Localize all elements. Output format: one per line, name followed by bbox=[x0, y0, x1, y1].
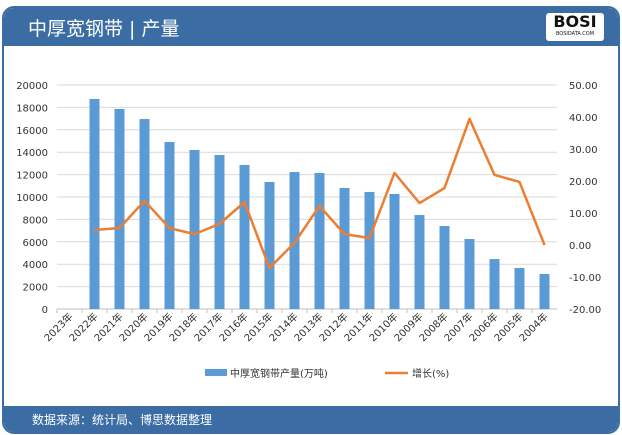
legend-bar-label: 中厚宽钢带产量(万吨) bbox=[230, 367, 328, 380]
bar bbox=[214, 155, 225, 309]
bar bbox=[139, 119, 150, 309]
bosi-logo: BOSI BOSIDATA.COM bbox=[546, 13, 604, 41]
bar bbox=[364, 191, 375, 309]
bar bbox=[164, 142, 175, 309]
right-tick-label: 20.00 bbox=[569, 177, 598, 188]
footer: 数据来源：统计局、博思数据整理 bbox=[4, 406, 618, 432]
left-tick-label: 20000 bbox=[16, 81, 48, 92]
bar bbox=[114, 108, 125, 309]
bar bbox=[539, 274, 550, 309]
left-tick-label: 18000 bbox=[16, 103, 48, 114]
chart-frame: 中厚宽钢带 | 产量 BOSI BOSIDATA.COM 数据来源：统计局、博思数… bbox=[2, 6, 620, 434]
right-tick-label: -20.00 bbox=[569, 305, 601, 316]
left-tick-label: 4000 bbox=[23, 260, 48, 271]
right-tick-label: 50.00 bbox=[569, 81, 598, 92]
bar bbox=[514, 268, 525, 309]
legend-bar-swatch bbox=[205, 369, 227, 376]
logo-subtext: BOSIDATA.COM bbox=[555, 31, 595, 37]
bar bbox=[289, 172, 300, 309]
left-tick-label: 6000 bbox=[23, 238, 48, 249]
data-source: 数据来源：统计局、博思数据整理 bbox=[32, 413, 213, 427]
bar bbox=[339, 188, 350, 309]
left-tick-label: 2000 bbox=[23, 283, 48, 294]
left-tick-label: 14000 bbox=[16, 148, 48, 159]
left-tick-label: 0 bbox=[42, 305, 48, 316]
header: 中厚宽钢带 | 产量 BOSI BOSIDATA.COM bbox=[4, 8, 618, 46]
right-tick-label: 0.00 bbox=[569, 241, 591, 252]
left-tick-label: 12000 bbox=[16, 171, 48, 182]
bar bbox=[439, 226, 450, 309]
right-tick-label: 10.00 bbox=[569, 209, 598, 220]
bar bbox=[489, 259, 500, 309]
right-tick-label: 40.00 bbox=[569, 113, 598, 124]
bar bbox=[414, 215, 425, 309]
bar bbox=[189, 149, 200, 309]
bar bbox=[389, 193, 400, 309]
right-tick-label: 30.00 bbox=[569, 145, 598, 156]
chart-title: 中厚宽钢带 | 产量 bbox=[28, 18, 180, 40]
bar bbox=[264, 181, 275, 309]
right-tick-label: -10.00 bbox=[569, 273, 601, 284]
left-tick-label: 10000 bbox=[16, 193, 48, 204]
bar bbox=[314, 173, 325, 309]
bar bbox=[89, 99, 100, 309]
left-tick-label: 16000 bbox=[16, 126, 48, 137]
bar bbox=[239, 164, 250, 309]
bar bbox=[464, 239, 475, 309]
logo-text: BOSI bbox=[553, 12, 597, 31]
legend-line-label: 增长(%) bbox=[412, 367, 449, 380]
left-tick-label: 8000 bbox=[23, 215, 48, 226]
